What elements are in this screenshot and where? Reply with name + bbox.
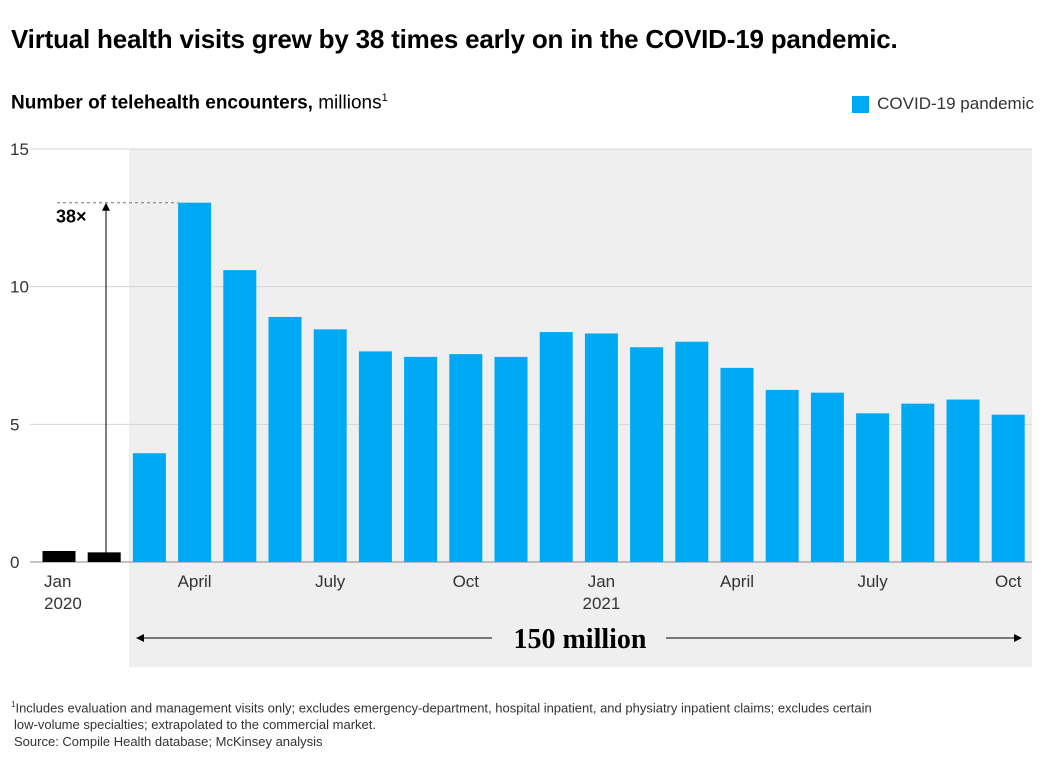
total-annotation-label: 150 million	[513, 624, 646, 655]
bar-pandemic-14	[675, 341, 709, 562]
y-tick-label: 5	[10, 415, 19, 434]
chart-subtitle: Number of telehealth encounters, million…	[11, 92, 388, 114]
x-tick-label: July	[857, 572, 888, 591]
x-tick-label: 2021	[582, 594, 620, 613]
footnotes: 1Includes evaluation and management visi…	[11, 696, 872, 750]
bar-pandemic-21	[991, 414, 1025, 562]
bar-pandemic-2	[132, 453, 166, 562]
x-tick-label: July	[315, 572, 346, 591]
bar-pandemic-5	[268, 316, 302, 562]
total-arrow-head-right	[1014, 634, 1022, 642]
footnote-text-line1: Includes evaluation and management visit…	[15, 700, 872, 716]
subtitle-footnote-mark: 1	[381, 92, 388, 104]
growth-arrow-head	[102, 202, 110, 211]
bar-pandemic-15	[720, 367, 754, 562]
x-tick-label: 2020	[44, 594, 82, 613]
pandemic-region-shading	[129, 149, 1032, 667]
growth-annotation-label: 38×	[56, 207, 87, 227]
y-tick-label: 0	[10, 553, 19, 572]
bar-pandemic-3	[178, 202, 212, 562]
footnote-1: 1Includes evaluation and management visi…	[11, 696, 872, 716]
bar-pandemic-4	[223, 270, 257, 562]
bar-pandemic-20	[946, 399, 980, 562]
bar-pandemic-16	[765, 389, 799, 562]
bar-pandemic-10	[494, 356, 528, 562]
bar-pandemic-9	[449, 354, 483, 562]
legend-label: COVID-19 pandemic	[877, 94, 1034, 113]
chart-legend: COVID-19 pandemic	[852, 94, 1034, 114]
footnote-text-line2: low-volume specialties; extrapolated to …	[14, 717, 376, 733]
bar-pre-pandemic-0	[42, 550, 76, 562]
total-arrow-head-left	[136, 634, 144, 642]
bar-chart: 0 5 10 15 Jan 2020 April July Oct Jan 2021 April Jul…	[10, 140, 1032, 667]
bar-pandemic-7	[358, 351, 392, 562]
footnote-mark: 1	[11, 700, 16, 709]
subtitle-metric: Number of telehealth encounters,	[11, 92, 313, 114]
x-tick-label: Oct	[995, 572, 1022, 591]
bar-pandemic-17	[810, 392, 844, 562]
bar-pandemic-12	[584, 333, 618, 562]
x-tick-label: Jan	[44, 572, 71, 591]
subtitle-unit: millions	[312, 92, 382, 114]
chart-title: Virtual health visits grew by 38 times e…	[11, 24, 898, 54]
x-tick-label: Oct	[453, 572, 480, 591]
y-tick-label: 10	[10, 278, 29, 297]
x-tick-label: Jan	[588, 572, 615, 591]
bar-pandemic-6	[313, 329, 347, 562]
bar-pre-pandemic-1	[87, 552, 121, 562]
legend-swatch	[852, 95, 870, 113]
bar-pandemic-11	[539, 332, 573, 562]
bar-pandemic-13	[630, 347, 664, 562]
x-tick-label: April	[720, 572, 754, 591]
bar-pandemic-8	[404, 356, 438, 562]
source-note: Source: Compile Health database; McKinse…	[14, 734, 323, 750]
bar-pandemic-19	[901, 403, 935, 562]
x-tick-label: April	[178, 572, 212, 591]
y-tick-label: 15	[10, 140, 29, 159]
bar-pandemic-18	[856, 413, 890, 562]
